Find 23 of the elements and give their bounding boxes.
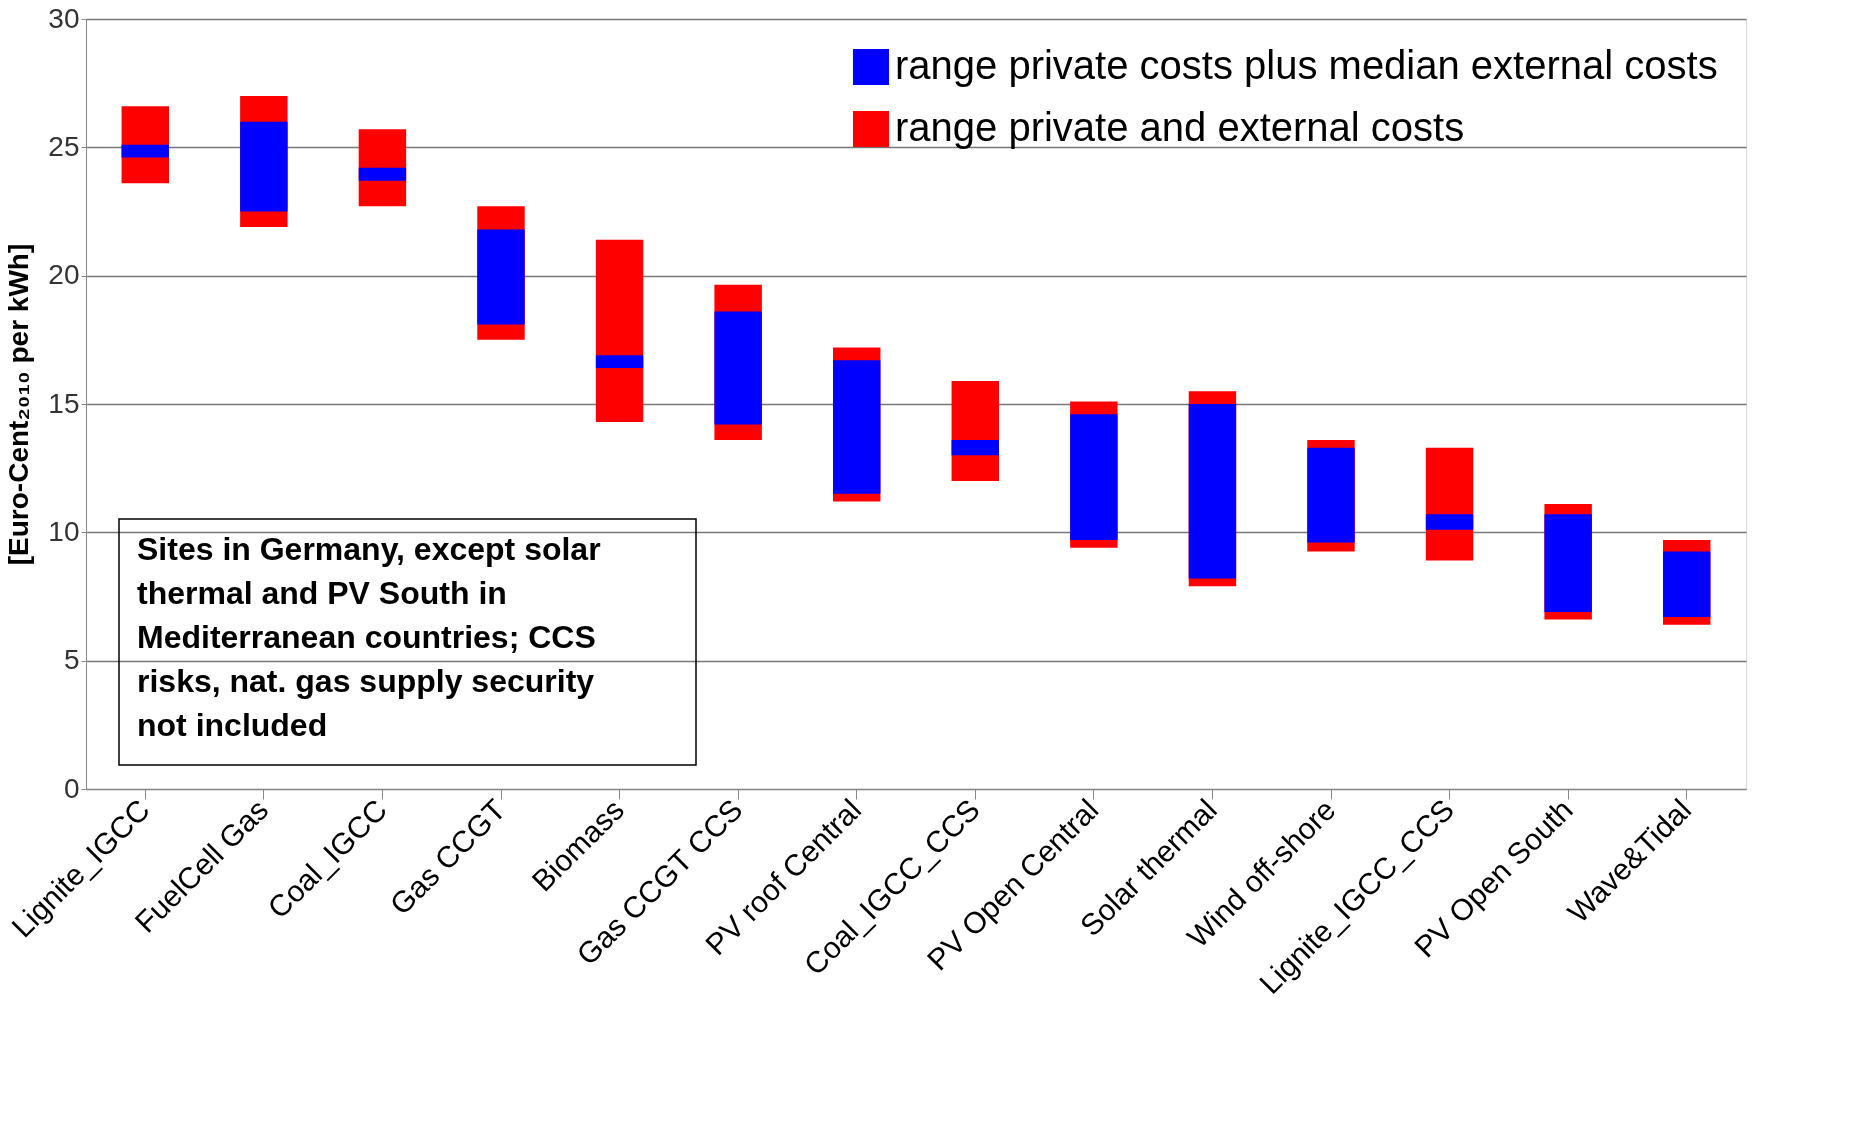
bar <box>477 229 525 325</box>
bar <box>240 121 288 212</box>
y-axis-title: [Euro-Cent₂₀₁₀ per kWh] <box>3 243 35 566</box>
bar <box>1544 514 1592 612</box>
y-tick-label: 0 <box>63 772 80 804</box>
legend-label: range private costs plus median external costs <box>895 43 1718 87</box>
bar <box>595 239 644 422</box>
y-tick-label: 15 <box>48 387 80 419</box>
y-tick-label: 25 <box>48 130 80 162</box>
bar <box>1663 551 1711 618</box>
bar <box>121 144 169 158</box>
y-tick-label: 30 <box>48 2 80 34</box>
bar <box>951 439 999 456</box>
bar <box>1425 514 1474 530</box>
annotation: Sites in Germany, except solar thermal and PV South in Mediterranean countries; CCS risks, nat. gas supply security not included <box>137 531 601 743</box>
bar <box>358 167 407 181</box>
y-tick-label: 10 <box>48 515 80 547</box>
y-tick-label: 20 <box>48 259 80 291</box>
bar <box>595 355 644 369</box>
bar <box>1307 447 1355 543</box>
legend-label: range private and external costs <box>895 105 1465 149</box>
bar <box>714 311 762 425</box>
y-tick-label: 5 <box>63 644 80 676</box>
